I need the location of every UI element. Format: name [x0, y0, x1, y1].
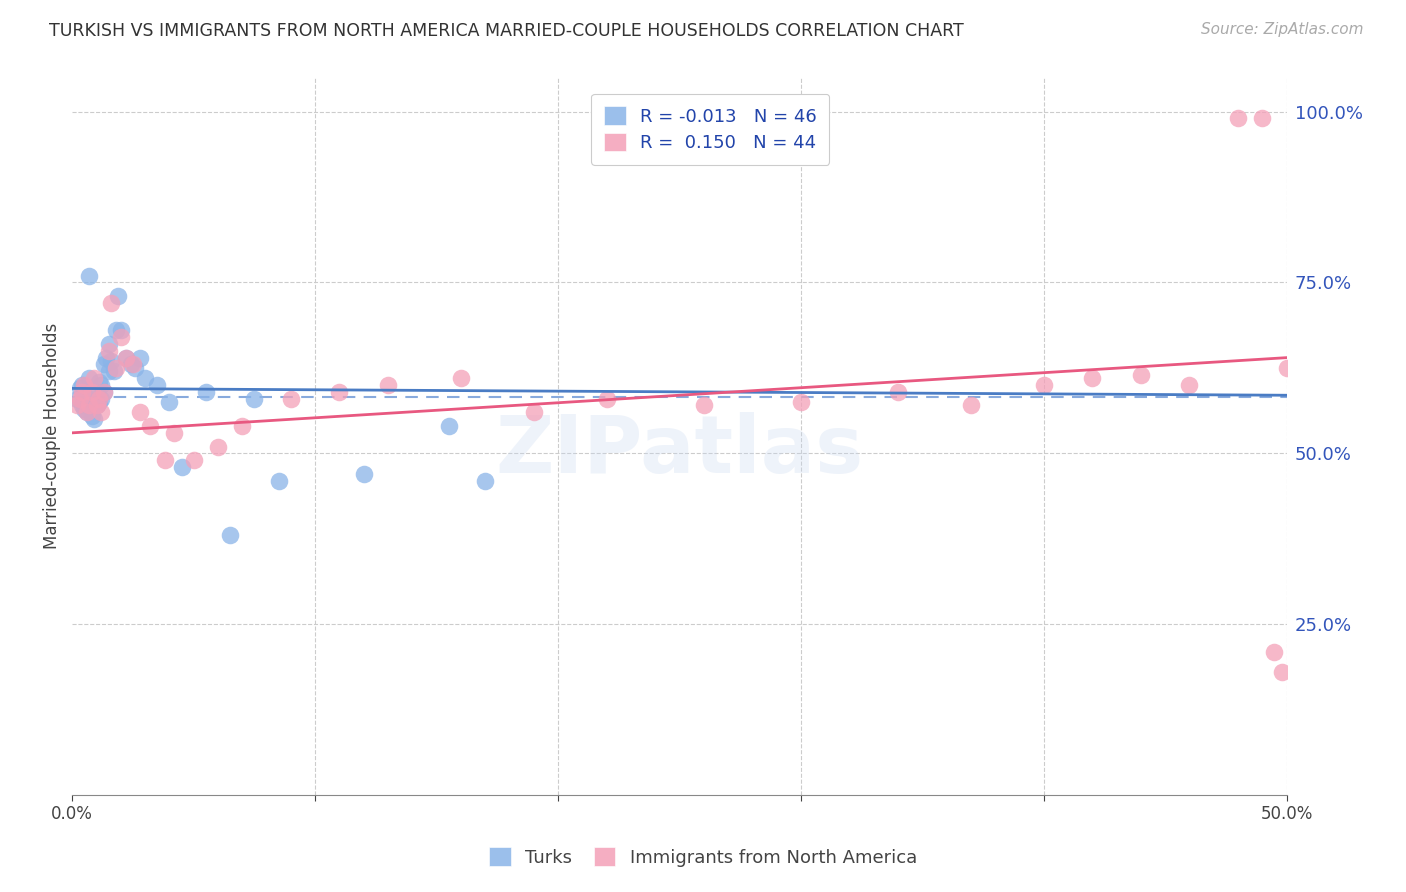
- Point: [80, 409, 103, 423]
- Point: [595, 392, 617, 406]
- Point: [1081, 371, 1104, 385]
- Point: [103, 364, 125, 378]
- Point: [377, 378, 399, 392]
- Point: [86, 384, 108, 399]
- Point: [77, 399, 100, 413]
- Point: [122, 358, 145, 372]
- Point: [328, 384, 350, 399]
- Point: [104, 360, 127, 375]
- Point: [73, 401, 96, 416]
- Point: [76, 405, 98, 419]
- Point: [692, 399, 714, 413]
- Point: [70, 399, 93, 413]
- Point: [157, 395, 180, 409]
- Point: [183, 453, 205, 467]
- Point: [100, 296, 122, 310]
- Point: [80, 384, 103, 399]
- Point: [97, 343, 120, 358]
- Point: [114, 351, 136, 365]
- Point: [194, 384, 217, 399]
- Point: [73, 388, 96, 402]
- Point: [1032, 378, 1054, 392]
- Point: [90, 405, 112, 419]
- Point: [73, 378, 96, 392]
- Point: [110, 323, 132, 337]
- Point: [207, 440, 229, 454]
- Point: [114, 351, 136, 365]
- Text: Source: ZipAtlas.com: Source: ZipAtlas.com: [1201, 22, 1364, 37]
- Legend: R = -0.013   N = 46, R =  0.150   N = 44: R = -0.013 N = 46, R = 0.150 N = 44: [592, 94, 830, 165]
- Point: [93, 384, 115, 399]
- Point: [93, 358, 115, 372]
- Point: [146, 378, 169, 392]
- Point: [134, 371, 156, 385]
- Point: [66, 392, 89, 406]
- Text: ZIPatlas: ZIPatlas: [495, 411, 863, 490]
- Point: [219, 528, 242, 542]
- Point: [77, 395, 100, 409]
- Point: [96, 351, 118, 365]
- Point: [887, 384, 910, 399]
- Point: [163, 425, 186, 440]
- Point: [1129, 368, 1152, 382]
- Point: [97, 364, 120, 378]
- Point: [69, 381, 91, 395]
- Point: [129, 351, 152, 365]
- Point: [77, 268, 100, 283]
- Point: [86, 399, 108, 413]
- Text: TURKISH VS IMMIGRANTS FROM NORTH AMERICA MARRIED-COUPLE HOUSEHOLDS CORRELATION C: TURKISH VS IMMIGRANTS FROM NORTH AMERICA…: [49, 22, 965, 40]
- Point: [1226, 112, 1249, 126]
- Point: [170, 460, 193, 475]
- Point: [83, 412, 105, 426]
- Point: [87, 375, 110, 389]
- Point: [139, 419, 162, 434]
- Point: [959, 399, 981, 413]
- Legend: Turks, Immigrants from North America: Turks, Immigrants from North America: [482, 840, 924, 874]
- Point: [267, 474, 290, 488]
- Y-axis label: Married-couple Households: Married-couple Households: [44, 323, 60, 549]
- Point: [100, 354, 122, 368]
- Point: [120, 358, 142, 372]
- Point: [124, 360, 146, 375]
- Point: [83, 371, 105, 385]
- Point: [437, 419, 460, 434]
- Point: [104, 323, 127, 337]
- Point: [87, 395, 110, 409]
- Point: [66, 399, 89, 413]
- Point: [1263, 644, 1285, 658]
- Point: [1275, 360, 1298, 375]
- Point: [97, 337, 120, 351]
- Point: [69, 392, 91, 406]
- Point: [1271, 665, 1294, 679]
- Point: [87, 392, 110, 406]
- Point: [474, 474, 496, 488]
- Point: [80, 399, 103, 413]
- Point: [90, 392, 112, 406]
- Point: [523, 405, 546, 419]
- Point: [70, 378, 93, 392]
- Point: [86, 399, 108, 413]
- Point: [1178, 378, 1201, 392]
- Point: [450, 371, 472, 385]
- Point: [70, 384, 93, 399]
- Point: [83, 392, 105, 406]
- Point: [280, 392, 302, 406]
- Point: [243, 392, 266, 406]
- Point: [90, 378, 112, 392]
- Point: [93, 384, 115, 399]
- Point: [107, 289, 129, 303]
- Point: [353, 467, 375, 481]
- Point: [790, 395, 813, 409]
- Point: [153, 453, 176, 467]
- Point: [1251, 112, 1274, 126]
- Point: [110, 330, 132, 344]
- Point: [76, 392, 98, 406]
- Point: [231, 419, 253, 434]
- Point: [76, 405, 98, 419]
- Point: [129, 405, 152, 419]
- Point: [77, 371, 100, 385]
